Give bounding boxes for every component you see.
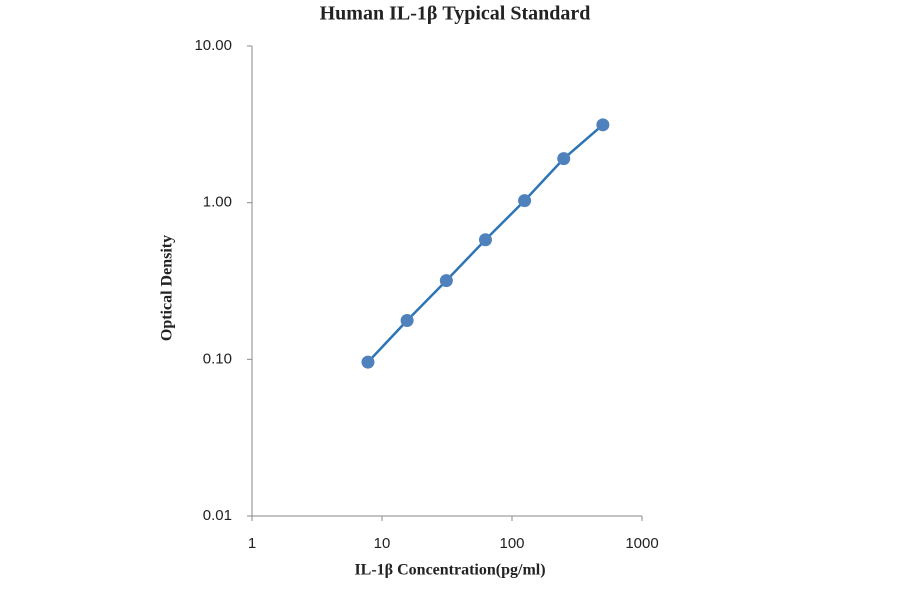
y-tick-label: 0.10 bbox=[203, 350, 232, 367]
data-point bbox=[557, 152, 571, 166]
x-tick-label: 10 bbox=[374, 535, 391, 552]
x-tick-label: 1000 bbox=[625, 535, 658, 552]
x-tick-label: 1 bbox=[248, 535, 256, 552]
x-axis-label: IL-1β Concentration(pg/ml) bbox=[354, 562, 545, 579]
data-point bbox=[596, 118, 610, 132]
data-point bbox=[518, 194, 532, 208]
data-point bbox=[400, 313, 414, 327]
y-tick-label: 1.00 bbox=[203, 194, 232, 211]
y-tick-label: 10.00 bbox=[194, 37, 232, 54]
y-axis-label: Optical Density bbox=[159, 235, 176, 341]
y-tick-label: 0.01 bbox=[203, 507, 232, 524]
data-point bbox=[478, 233, 492, 247]
data-point bbox=[439, 274, 453, 288]
chart-title: Human IL-1β Typical Standard bbox=[320, 3, 591, 25]
data-point bbox=[361, 355, 375, 369]
x-tick-label: 100 bbox=[499, 535, 524, 552]
